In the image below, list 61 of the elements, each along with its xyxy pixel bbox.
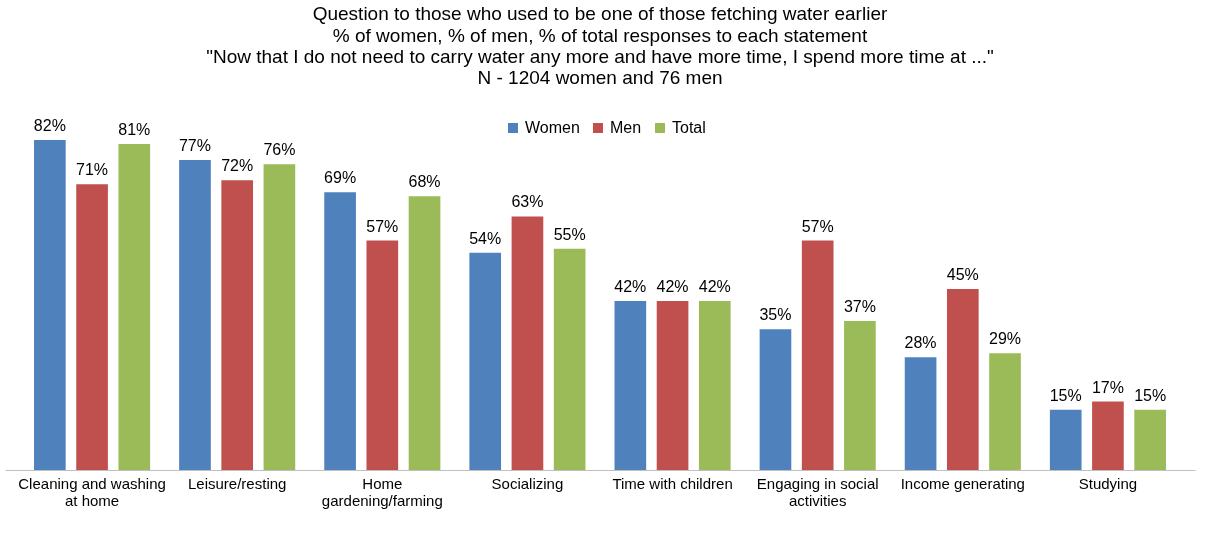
data-label: 42% <box>614 277 647 295</box>
data-label: 57% <box>366 217 399 235</box>
x-tick-label: Engaging in social activities <box>756 474 879 509</box>
bar <box>118 144 151 470</box>
data-label: 76% <box>263 141 296 159</box>
bar <box>553 248 586 470</box>
data-label: 28% <box>904 334 937 352</box>
legend-label: Men <box>610 119 642 136</box>
bar <box>263 164 296 470</box>
x-tick-label: Cleaning and washing at home <box>18 474 166 509</box>
legend-label: Total <box>672 119 706 136</box>
data-label: 63% <box>511 193 544 211</box>
data-label: 37% <box>843 298 876 316</box>
data-label: 82% <box>33 117 66 134</box>
data-label: 15% <box>1134 386 1167 404</box>
bar <box>221 180 254 470</box>
data-label: 35% <box>759 306 792 324</box>
x-tick-label: Income generating <box>900 474 1025 492</box>
bar <box>844 321 876 470</box>
legend-label: Women <box>525 119 580 136</box>
data-label: 17% <box>1091 378 1124 396</box>
x-tick-label: Socializing <box>491 474 564 492</box>
data-label: 77% <box>178 137 211 155</box>
data-label: 71% <box>76 161 109 179</box>
bar <box>469 252 502 470</box>
x-tick-label: Home gardening/farming <box>321 474 443 509</box>
data-label: 69% <box>324 169 357 187</box>
data-label: 15% <box>1049 386 1082 404</box>
data-label: 68% <box>408 173 441 191</box>
data-label: 45% <box>946 265 979 283</box>
x-tick-label: Leisure/resting <box>188 474 287 492</box>
bar <box>759 329 792 470</box>
bar <box>801 240 834 470</box>
bar <box>76 184 108 470</box>
bar <box>614 300 647 470</box>
bar <box>1049 409 1082 470</box>
data-label: 81% <box>118 121 151 139</box>
bar <box>656 300 689 470</box>
bar <box>366 240 399 470</box>
data-label: 57% <box>801 217 834 235</box>
data-label: 29% <box>989 330 1022 348</box>
bar <box>1134 409 1166 470</box>
data-label: 72% <box>221 157 254 175</box>
data-label: 55% <box>553 225 586 243</box>
chart-subtitle: % of women, % of men, % of total responses to each statement "Now that I do not need to carry water any more and have more time, I spend more time at ..." N - 1204 women and 76 men <box>206 25 994 88</box>
bar <box>1092 401 1124 470</box>
bar <box>34 140 66 470</box>
bar <box>179 160 211 470</box>
x-tick-label: Time with children <box>612 474 733 492</box>
bar <box>408 196 441 470</box>
data-label: 54% <box>469 229 502 247</box>
bar <box>904 357 937 470</box>
chart-title: Question to those who used to be one of those fetching water earlier <box>312 3 888 24</box>
bar <box>946 288 979 470</box>
x-tick-label: Studying <box>1078 474 1138 492</box>
bar <box>511 216 544 470</box>
bar <box>989 353 1021 470</box>
bar <box>698 300 731 470</box>
bar <box>324 192 356 470</box>
data-label: 42% <box>656 277 689 295</box>
data-label: 42% <box>698 277 731 295</box>
